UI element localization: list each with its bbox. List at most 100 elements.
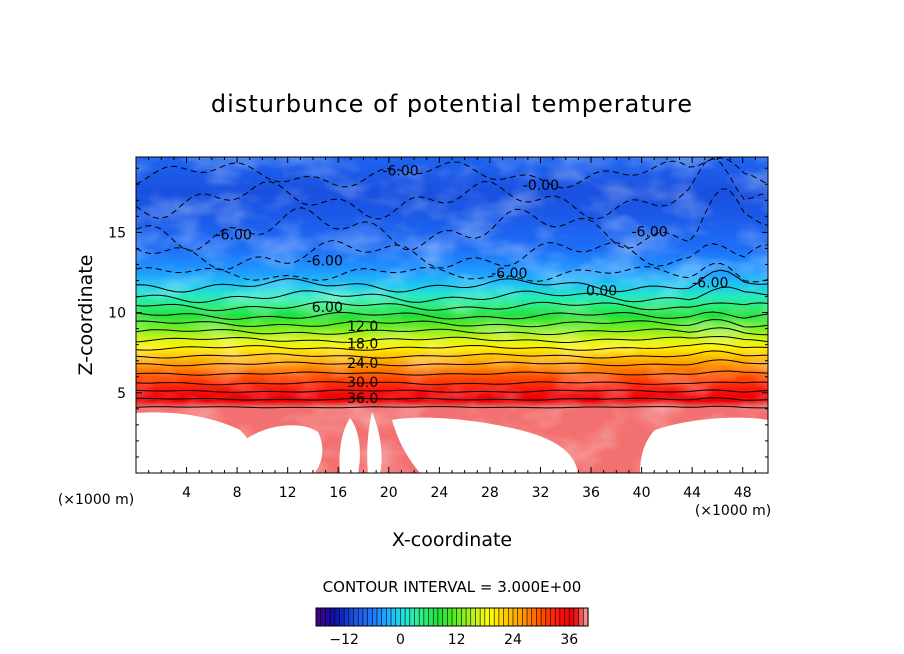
colorbar-tick-label: 36: [560, 632, 578, 648]
colorbar-swatch: [475, 607, 481, 627]
colorbar-tick-label: 24: [504, 632, 522, 648]
plot-area: 36.030.0 24.0 18.0 12.06.00 0.00 -6.00 -6.00 -6…: [136, 157, 768, 473]
colorbar-swatch: [447, 607, 453, 627]
colorbar-swatch: [536, 607, 542, 627]
colorbar-swatch: [465, 607, 472, 627]
contour-label: 24.0: [347, 356, 378, 372]
contour-label: -6.00: [216, 228, 252, 244]
contour-line: [136, 157, 768, 220]
white-region: [339, 418, 360, 473]
x-tick-label: 36: [582, 485, 600, 501]
x-tick-label: 48: [734, 485, 752, 501]
contour-line: [136, 301, 768, 312]
contour-line: [136, 262, 768, 283]
x-tick-label: 8: [233, 485, 242, 501]
x-axis-unit: (×1000 m): [58, 492, 134, 508]
colorbar-swatch: [339, 607, 345, 627]
y-tick-label: 5: [117, 386, 126, 402]
x-tick-label: 4: [182, 485, 191, 501]
colorbar-swatch: [390, 607, 397, 627]
colorbar-swatch: [498, 607, 505, 627]
contour-label: -6.00: [692, 276, 728, 292]
contour-lines: [136, 157, 768, 409]
contour-line: [136, 269, 768, 293]
colorbar-swatch: [414, 607, 420, 627]
y-tick-label: 15: [108, 225, 126, 241]
colorbar-swatch: [343, 607, 350, 627]
contour-line: [136, 370, 768, 376]
colorbar-swatch: [386, 607, 392, 627]
chart-title: disturbunce of potential temperature: [211, 90, 693, 118]
contour-label: 36.0: [347, 391, 378, 407]
white-region: [245, 425, 323, 473]
contour-line: [136, 157, 768, 189]
colorbar-swatch: [568, 607, 575, 627]
colorbar-swatch: [461, 607, 467, 627]
x-tick-label: 20: [380, 485, 398, 501]
contour-line: [136, 327, 768, 336]
contour-labels: 36.030.0 24.0 18.0 12.06.00 0.00 -6.00 -6.00 -6…: [216, 163, 729, 407]
contour-line: [136, 286, 768, 304]
colorbar-swatch: [470, 607, 477, 627]
colorbar-swatch: [545, 607, 552, 627]
colorbar-swatch: [484, 607, 491, 627]
colorbar-swatch: [329, 607, 336, 627]
white-region: [136, 412, 268, 473]
contour-line: [136, 397, 768, 401]
colorbar-swatch: [522, 607, 528, 627]
x-tick-label: 12: [279, 485, 297, 501]
colorbar-swatch: [489, 607, 495, 627]
y-axis-label: Z-coordinate: [75, 255, 97, 376]
colorbar-swatch: [395, 607, 402, 627]
colorbar-swatch: [456, 607, 462, 627]
contour-line: [136, 239, 768, 271]
colorbar-swatch: [315, 607, 322, 627]
colorbar-tick-label: −12: [329, 632, 359, 648]
x-tick-label: 40: [633, 485, 651, 501]
x-tick-label: 32: [532, 485, 550, 501]
colorbar-swatch: [334, 607, 341, 627]
x-tick-label: 16: [329, 485, 347, 501]
x-tick-label: 44: [683, 485, 701, 501]
contour-label: 0.00: [586, 284, 617, 300]
contour-label: -0.00: [523, 178, 559, 194]
contour-label: 30.0: [347, 375, 378, 391]
colorbar-swatch: [531, 607, 538, 627]
colorbar-swatch: [479, 607, 486, 627]
white-region: [640, 417, 768, 473]
colorbar-swatch: [409, 607, 416, 627]
contour-line: [136, 389, 768, 393]
colorbar-swatch: [573, 607, 580, 627]
x-axis-ticks: 4 8 12 16 20 24 28 32 36 40 44 48: [148, 157, 756, 501]
colorbar-swatch: [517, 607, 523, 627]
colorbar-swatch: [357, 607, 364, 627]
colorbar-swatch: [381, 607, 387, 627]
colorbar-swatch: [400, 607, 406, 627]
contour-line: [136, 335, 768, 344]
colorbar-swatch: [362, 607, 369, 627]
colorbar-swatch: [428, 607, 434, 627]
colorbar-frame: [315, 607, 589, 627]
z-axis-unit: (×1000 m): [695, 503, 771, 519]
contour-label: 18.0: [347, 337, 378, 353]
colorbar-swatch: [353, 607, 359, 627]
contour-line: [136, 188, 768, 252]
contour-line: [136, 343, 768, 351]
white-region: [392, 417, 578, 473]
white-regions: [136, 412, 768, 473]
colorbar-swatch: [320, 607, 326, 627]
colorbar-swatch: [404, 607, 411, 627]
contour-label: -6.00: [491, 266, 527, 282]
colorbar-swatch: [554, 607, 561, 627]
colorbar-tick-label: 0: [396, 632, 405, 648]
white-region: [367, 412, 382, 473]
contour-label: 12.0: [347, 319, 378, 335]
contour-label: 6.00: [312, 300, 343, 316]
contour-label: -6.00: [631, 224, 667, 240]
contour-line: [136, 318, 768, 328]
contour-line: [136, 405, 768, 409]
y-axis-ticks: 5 10 15: [108, 167, 768, 458]
colorbar-swatch: [559, 607, 566, 627]
colorbar-swatch: [451, 607, 458, 627]
colorbar-swatch: [507, 607, 514, 627]
